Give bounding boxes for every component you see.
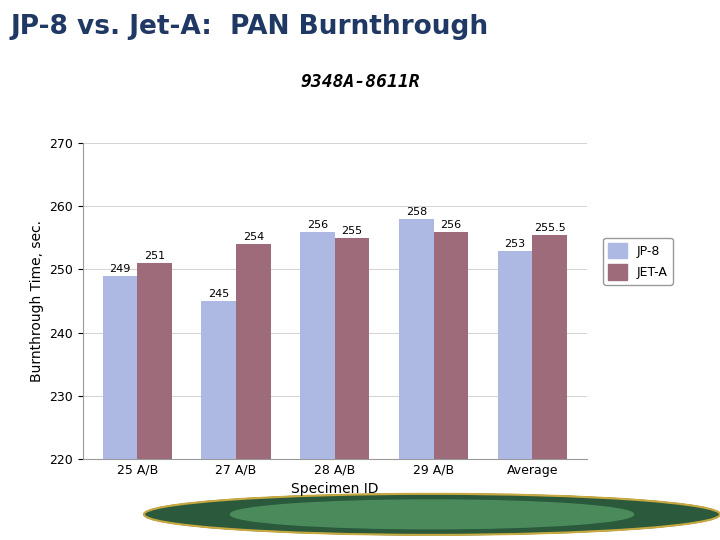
X-axis label: Specimen ID: Specimen ID	[291, 482, 379, 496]
Bar	[399, 219, 433, 540]
Text: IAMFTWG – March 1-2, 2011 – Savannah, GA: IAMFTWG – March 1-2, 2011 – Savannah, GA	[11, 524, 228, 534]
Bar	[433, 232, 468, 540]
Text: JP-8 vs. Jet-A:  PAN Burnthrough: JP-8 vs. Jet-A: PAN Burnthrough	[11, 14, 489, 39]
Text: 258: 258	[405, 207, 427, 217]
Text: 256: 256	[307, 220, 328, 229]
Text: 255.5: 255.5	[534, 223, 566, 233]
Legend: JP-8, JET-A: JP-8, JET-A	[603, 238, 672, 285]
Text: 14: 14	[681, 507, 702, 522]
Bar	[137, 263, 172, 540]
Bar	[300, 232, 335, 540]
Text: 255: 255	[341, 226, 363, 236]
Bar	[236, 244, 271, 540]
Text: 245: 245	[208, 289, 229, 299]
Y-axis label: Burnthrough Time, sec.: Burnthrough Time, sec.	[30, 220, 44, 382]
Circle shape	[230, 500, 634, 529]
Text: 249: 249	[109, 264, 130, 274]
Bar	[498, 251, 533, 540]
Text: Federal Aviation
Administration: Federal Aviation Administration	[486, 504, 588, 526]
Bar	[202, 301, 236, 540]
Text: 9348A-8611R: 9348A-8611R	[300, 73, 420, 91]
Bar	[102, 276, 137, 540]
Text: 253: 253	[505, 239, 526, 248]
Text: 254: 254	[243, 232, 264, 242]
Bar	[533, 235, 567, 540]
Bar	[335, 238, 369, 540]
Text: 256: 256	[441, 220, 462, 229]
Text: 251: 251	[144, 251, 165, 261]
Text: Burnthrough and NexGen Burner Update: Burnthrough and NexGen Burner Update	[11, 504, 251, 514]
Circle shape	[144, 494, 720, 535]
